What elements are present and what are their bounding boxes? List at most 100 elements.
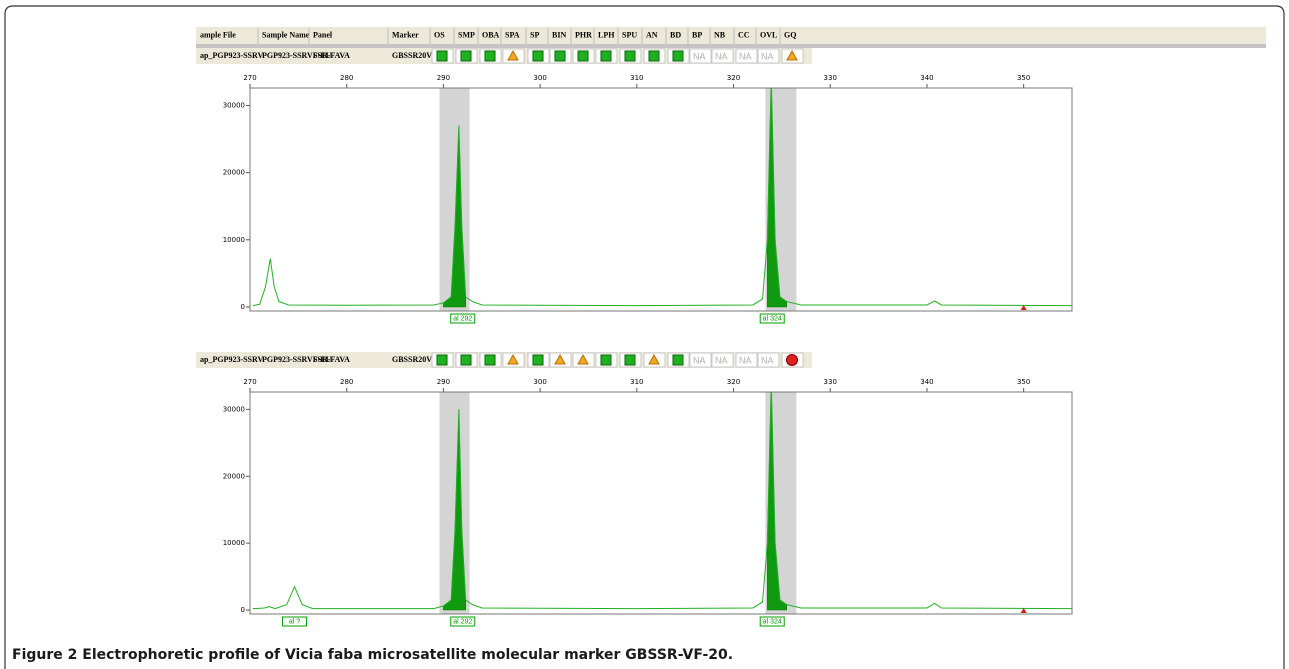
column-header: SMP [458,30,475,39]
allele-label: al 292 [453,315,472,322]
row-cell: PGP923-SSRVF-EU [262,355,332,364]
column-header: BD [670,30,681,39]
x-tick-label: 270 [243,74,256,82]
flag-icon [532,50,544,62]
x-tick-label: 350 [1017,74,1030,82]
flag-cell [711,352,734,368]
x-tick-label: 330 [824,378,837,386]
trace [252,88,1072,307]
allele-box [759,616,785,627]
x-tick-label: 270 [243,378,256,386]
flag-icon [648,50,660,62]
caption-text: Electrophoretic profile of Vicia faba mi… [82,647,733,663]
x-tick-label: 310 [630,74,643,82]
allele-box [450,616,476,627]
x-tick-label: 300 [533,378,546,386]
column-header: CC [738,30,750,39]
x-tick-label: 290 [437,74,450,82]
row-cell: GBSSR20VI [392,51,435,60]
flag-icon [624,354,636,366]
flag-cell [735,48,758,64]
column-header: SPU [622,30,637,39]
flag-icon [460,354,472,366]
x-tick-label: 310 [630,378,643,386]
plot-frame [249,391,1073,615]
flag-na: NA [761,51,774,61]
allele-label: al ? [289,618,300,625]
row-cell: PGP923-SSRVF-EU [262,51,332,60]
flag-cell [757,48,780,64]
x-tick-label: 290 [437,378,450,386]
column-header: OBA [482,30,500,39]
flag-icon [600,354,612,366]
flag-na: NA [739,51,752,61]
flag-na: NA [715,51,728,61]
column-header: NB [714,30,726,39]
caption: Figure 2 Electrophoretic profile of Vici… [12,647,733,663]
flag-icon [436,50,448,62]
x-tick-label: 280 [340,74,353,82]
flag-na: NA [715,355,728,365]
column-header: SPA [505,30,520,39]
trace-group [252,392,1072,611]
flag-icon [507,353,519,365]
size-marker [1020,608,1027,613]
column-header: LPH [598,30,615,39]
flag-cell [711,48,734,64]
flag-na: NA [693,51,706,61]
x-tick-label: 280 [340,378,353,386]
column-header: Panel [313,30,333,39]
flag-cell [689,352,712,368]
plot-area [250,88,1072,311]
allele-box [281,616,307,627]
row-cell: ap_PGP923-SSRV [200,355,264,364]
flag-na: NA [739,355,752,365]
flag-cell [735,352,758,368]
column-header: BIN [552,30,566,39]
flag-icon [554,353,566,365]
y-tick-label: 20000 [223,169,245,177]
row-cell: GBSSR20VI [392,355,435,364]
y-tick-label: 30000 [223,405,245,413]
plot: 270 280 290 300 310 320 330 340 350 0 10000 20000 30… [223,74,1073,324]
flag-na: NA [761,355,774,365]
plot-area [250,392,1072,614]
flag-icon [554,50,566,62]
column-header: GQ [784,30,796,39]
caption-label: Figure 2 [12,647,77,663]
column-header: SP [530,30,539,39]
allele-label: al 292 [453,618,472,625]
row-cell: SSR-FAVA [313,355,350,364]
x-tick-label: 320 [727,74,740,82]
x-tick-label: 300 [533,74,546,82]
flag-icon [577,353,589,365]
x-tick-label: 330 [824,74,837,82]
allele-box [450,313,476,324]
flag-icon [600,50,612,62]
flag-icon [786,354,798,366]
y-tick-label: 20000 [223,472,245,480]
column-header: Sample Name [262,30,310,39]
flag-na: NA [693,355,706,365]
row-cell: ap_PGP923-SSRV [200,51,264,60]
row-cell: SSR-FAVA [313,51,350,60]
trace [252,392,1072,610]
flag-icon [507,49,519,61]
x-tick-label: 350 [1017,378,1030,386]
column-header: OS [434,30,445,39]
x-tick-label: 320 [727,378,740,386]
x-tick-label: 340 [920,378,933,386]
y-tick-label: 30000 [223,101,245,109]
size-marker [1020,305,1027,310]
plot: 270 280 290 300 310 320 330 340 350 0 10000 20000 30… [223,378,1073,627]
flag-icon [648,353,660,365]
allele-box [759,313,785,324]
flag-icon [484,50,496,62]
flag-icon [624,50,636,62]
plot-frame [249,87,1073,312]
flag-icon [460,50,472,62]
y-tick-label: 0 [241,606,245,614]
flag-icon [672,354,684,366]
flag-icon [577,50,589,62]
